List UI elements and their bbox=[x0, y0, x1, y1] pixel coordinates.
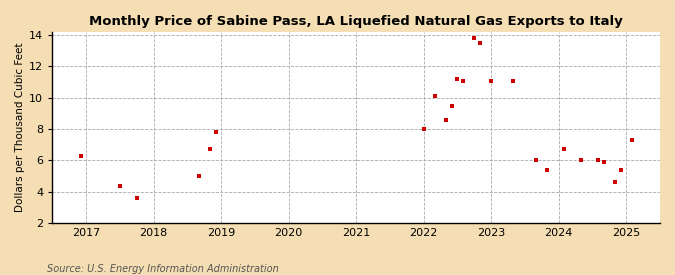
Point bbox=[430, 94, 441, 98]
Point bbox=[616, 168, 626, 172]
Point bbox=[576, 158, 587, 163]
Point bbox=[610, 180, 620, 185]
Point bbox=[205, 147, 215, 152]
Point bbox=[531, 158, 542, 163]
Point bbox=[441, 117, 452, 122]
Point bbox=[194, 174, 205, 178]
Title: Monthly Price of Sabine Pass, LA Liquefied Natural Gas Exports to Italy: Monthly Price of Sabine Pass, LA Liquefi… bbox=[89, 15, 623, 28]
Y-axis label: Dollars per Thousand Cubic Feet: Dollars per Thousand Cubic Feet bbox=[15, 43, 25, 212]
Point bbox=[76, 153, 86, 158]
Point bbox=[418, 127, 429, 131]
Point bbox=[115, 183, 126, 188]
Point bbox=[211, 130, 221, 134]
Point bbox=[486, 78, 497, 83]
Point bbox=[447, 103, 458, 108]
Point bbox=[542, 168, 553, 172]
Point bbox=[458, 78, 468, 83]
Point bbox=[593, 158, 603, 163]
Point bbox=[132, 196, 142, 200]
Text: Source: U.S. Energy Information Administration: Source: U.S. Energy Information Administ… bbox=[47, 264, 279, 274]
Point bbox=[508, 78, 519, 83]
Point bbox=[452, 77, 463, 81]
Point bbox=[626, 138, 637, 142]
Point bbox=[599, 160, 610, 164]
Point bbox=[469, 36, 480, 40]
Point bbox=[475, 41, 485, 45]
Point bbox=[559, 147, 570, 152]
